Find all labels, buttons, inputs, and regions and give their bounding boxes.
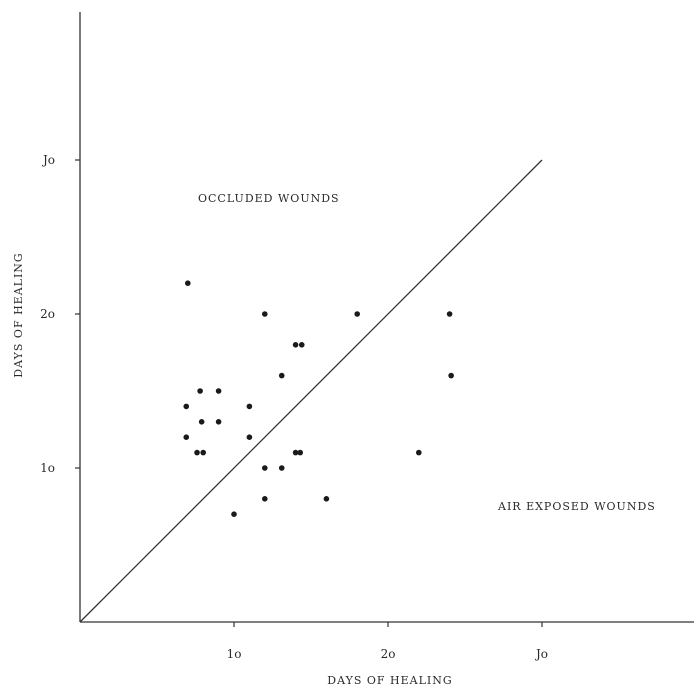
occluded-wounds-annotation: OCCLUDED WOUNDS	[198, 192, 340, 205]
reference-line-group	[79, 159, 543, 623]
air-exposed-wounds-annotation: AIR EXPOSED WOUNDS	[497, 500, 656, 513]
data-points	[183, 280, 454, 517]
x-tick-label: 1o	[227, 647, 242, 661]
data-point	[246, 403, 253, 410]
data-point	[278, 372, 285, 379]
data-point	[231, 511, 237, 517]
data-point	[262, 496, 268, 502]
axes: 1o 2o Jo 1o 2o Jo	[40, 12, 694, 661]
data-point	[292, 449, 299, 456]
data-point	[198, 419, 205, 425]
x-tick-label: Jo	[534, 647, 548, 661]
data-point	[194, 449, 200, 456]
data-point	[278, 465, 285, 471]
y-tick-label: 2o	[40, 307, 55, 321]
labels: DAYS OF HEALING DAYS OF HEALING OCCLUDED W…	[12, 192, 656, 687]
x-axis-label: DAYS OF HEALING	[327, 674, 452, 687]
y-tick-label: 1o	[40, 461, 55, 475]
data-point	[262, 465, 268, 471]
y-tick-label: Jo	[41, 153, 55, 167]
data-point	[200, 449, 206, 456]
data-point	[292, 342, 299, 348]
data-point	[323, 496, 330, 502]
reference-line	[79, 159, 543, 623]
data-point	[183, 403, 190, 410]
data-point	[297, 449, 304, 456]
data-point	[448, 372, 454, 379]
data-point	[197, 388, 203, 394]
data-point	[298, 342, 305, 348]
data-point	[354, 311, 361, 317]
data-point	[215, 388, 222, 394]
data-point	[446, 311, 453, 317]
data-point	[183, 434, 190, 441]
data-point	[262, 311, 268, 317]
data-point	[185, 280, 191, 287]
y-axis-label: DAYS OF HEALING	[12, 252, 25, 377]
data-point	[246, 434, 253, 441]
x-tick-label: 2o	[381, 647, 396, 661]
data-point	[416, 449, 422, 456]
data-point	[215, 419, 222, 425]
